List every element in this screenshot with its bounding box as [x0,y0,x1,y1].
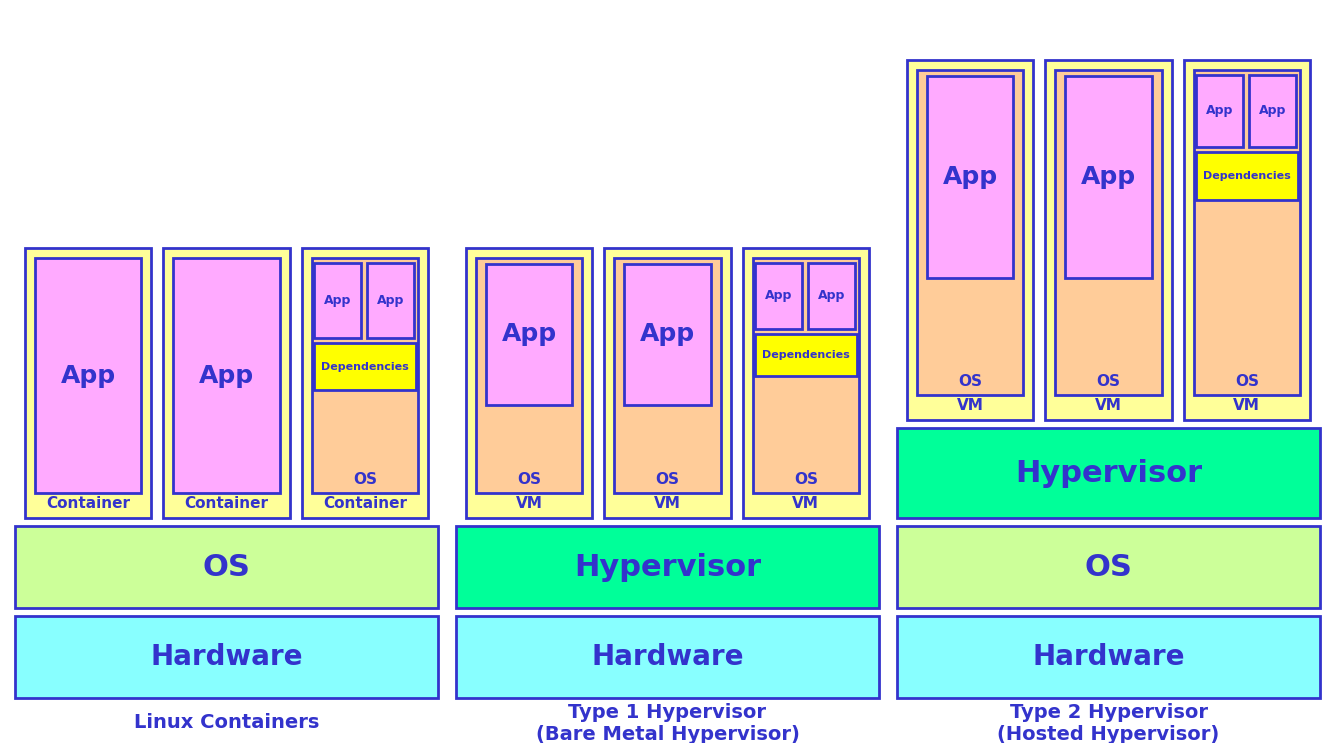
Text: VM: VM [957,398,984,414]
Text: VM: VM [793,496,820,511]
Text: Dependencies: Dependencies [1203,171,1290,181]
FancyBboxPatch shape [1195,152,1298,201]
Text: VM: VM [1095,398,1122,414]
FancyBboxPatch shape [1194,70,1300,395]
Text: Dependencies: Dependencies [321,362,409,372]
Text: Container: Container [47,496,130,511]
FancyBboxPatch shape [1183,60,1310,420]
Text: Linux Containers: Linux Containers [134,713,320,733]
Text: OS: OS [794,472,818,487]
FancyBboxPatch shape [624,264,711,405]
FancyBboxPatch shape [753,258,858,493]
Text: OS: OS [1096,374,1120,389]
FancyBboxPatch shape [467,248,592,518]
FancyBboxPatch shape [1046,60,1171,420]
FancyBboxPatch shape [906,60,1034,420]
Text: OS: OS [517,472,541,487]
Text: OS: OS [655,472,679,487]
FancyBboxPatch shape [476,258,583,493]
Text: Container: Container [185,496,269,511]
Text: Dependencies: Dependencies [762,350,850,360]
FancyBboxPatch shape [808,263,854,329]
Text: OS: OS [353,472,377,487]
Text: Type 2 Hypervisor
(Hosted Hypervisor): Type 2 Hypervisor (Hosted Hypervisor) [997,702,1219,743]
FancyBboxPatch shape [1249,75,1296,146]
FancyBboxPatch shape [15,526,439,608]
FancyBboxPatch shape [302,248,428,518]
FancyBboxPatch shape [15,616,439,698]
Text: App: App [1080,165,1136,189]
Text: App: App [199,363,254,388]
Text: App: App [1206,104,1233,117]
Text: App: App [943,165,997,189]
FancyBboxPatch shape [174,258,279,493]
Text: OS: OS [1235,374,1259,389]
Text: Hardware: Hardware [591,643,743,671]
FancyBboxPatch shape [456,616,878,698]
FancyBboxPatch shape [897,428,1320,518]
Text: App: App [765,290,792,302]
Text: Hypervisor: Hypervisor [574,553,761,582]
Text: OS: OS [203,553,250,582]
Text: OS: OS [1084,553,1132,582]
FancyBboxPatch shape [614,258,721,493]
FancyBboxPatch shape [1195,75,1243,146]
FancyBboxPatch shape [314,263,361,338]
FancyBboxPatch shape [314,343,416,390]
Text: Hardware: Hardware [1032,643,1185,671]
FancyBboxPatch shape [366,263,414,338]
FancyBboxPatch shape [1066,76,1151,277]
FancyBboxPatch shape [742,248,869,518]
FancyBboxPatch shape [1055,70,1162,395]
Text: App: App [501,322,556,346]
Text: VM: VM [516,496,543,511]
FancyBboxPatch shape [897,616,1320,698]
FancyBboxPatch shape [604,248,730,518]
FancyBboxPatch shape [312,258,418,493]
Text: App: App [818,290,845,302]
FancyBboxPatch shape [487,264,572,405]
Text: Hardware: Hardware [150,643,302,671]
Text: VM: VM [654,496,681,511]
Text: App: App [1258,104,1286,117]
Text: OS: OS [959,374,983,389]
Text: VM: VM [1234,398,1261,414]
Text: App: App [640,322,695,346]
FancyBboxPatch shape [35,258,142,493]
FancyBboxPatch shape [754,263,802,329]
Text: Hypervisor: Hypervisor [1015,458,1202,487]
Text: App: App [324,294,350,307]
FancyBboxPatch shape [917,70,1023,395]
FancyBboxPatch shape [897,526,1320,608]
Text: Type 1 Hypervisor
(Bare Metal Hypervisor): Type 1 Hypervisor (Bare Metal Hypervisor… [536,702,800,743]
Text: Container: Container [322,496,406,511]
Text: App: App [60,363,116,388]
FancyBboxPatch shape [456,526,878,608]
Text: App: App [377,294,404,307]
FancyBboxPatch shape [163,248,290,518]
FancyBboxPatch shape [754,334,857,376]
FancyBboxPatch shape [927,76,1013,277]
FancyBboxPatch shape [25,248,151,518]
